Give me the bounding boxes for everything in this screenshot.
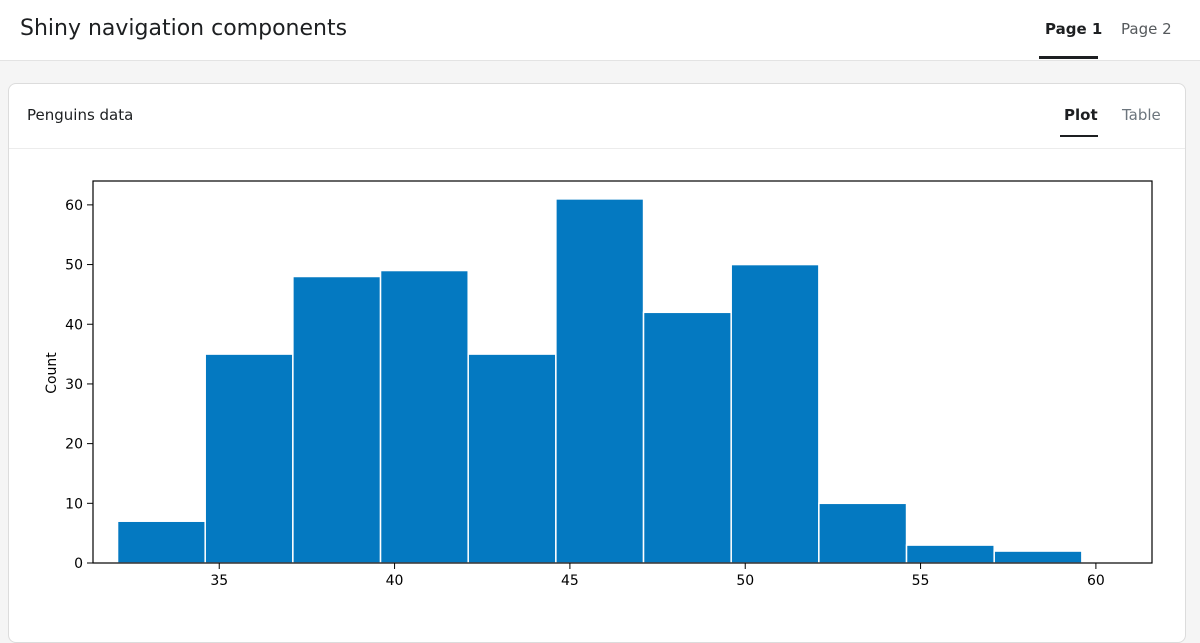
- histogram-bar-10: [905, 544, 995, 564]
- y-axis: 0 10 20 30 40 50 60: [65, 198, 93, 572]
- y-tick-label: 40: [65, 317, 83, 333]
- x-tick-label: 55: [912, 573, 930, 589]
- histogram-plot: Count 35 40 45 50 55 60 0 10 20 30 40 50 60: [44, 180, 1153, 589]
- y-axis-label: Count: [44, 352, 60, 394]
- x-axis: 35 40 45 50 55 60: [210, 563, 1105, 589]
- x-tick-label: 60: [1087, 573, 1105, 589]
- nav-tab-page-2[interactable]: Page 2: [1121, 20, 1172, 38]
- histogram-bar-5: [467, 353, 557, 564]
- histogram-bar-2: [204, 353, 294, 564]
- card-title: Penguins data: [27, 106, 134, 124]
- x-tick-label: 50: [736, 573, 754, 589]
- top-navbar: Shiny navigation components Page 1 Page …: [0, 0, 1200, 61]
- card-header: Penguins data Plot Table: [9, 84, 1185, 149]
- y-tick-label: 60: [65, 198, 83, 214]
- card-tab-plot[interactable]: Plot: [1064, 106, 1098, 124]
- histogram-bar-6: [555, 198, 645, 564]
- y-tick-label: 30: [65, 377, 83, 393]
- x-tick-label: 40: [386, 573, 404, 589]
- card-tab-active-indicator: [1060, 135, 1098, 137]
- plot-frame: [92, 180, 1153, 564]
- histogram-bar-4: [379, 269, 469, 564]
- nav-tab-page-1[interactable]: Page 1: [1045, 20, 1103, 38]
- card-tab-table[interactable]: Table: [1122, 106, 1161, 124]
- bars-group: [116, 198, 1083, 564]
- histogram-bar-7: [642, 311, 732, 564]
- y-tick-label: 50: [65, 258, 83, 274]
- y-tick-label: 10: [65, 496, 83, 512]
- histogram-bar-11: [993, 550, 1083, 564]
- histogram-bar-3: [292, 275, 382, 564]
- x-tick-label: 45: [561, 573, 579, 589]
- x-tick-label: 35: [210, 573, 228, 589]
- histogram-bar-1: [116, 520, 206, 564]
- app-title: Shiny navigation components: [20, 16, 348, 41]
- y-tick-label: 20: [65, 437, 83, 453]
- y-tick-label: 0: [74, 556, 83, 572]
- histogram-bar-8: [730, 263, 820, 564]
- nav-active-indicator: [1039, 56, 1098, 59]
- histogram-bar-9: [818, 502, 908, 564]
